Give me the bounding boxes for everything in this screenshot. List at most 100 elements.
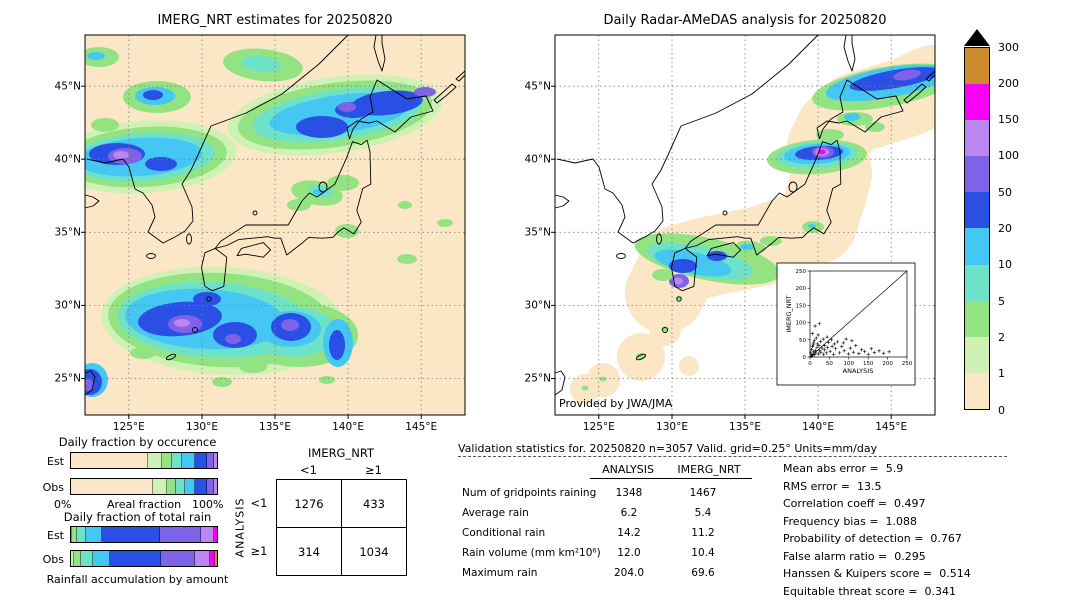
bar-segment [152, 479, 168, 494]
inset-plot-frame [809, 270, 908, 358]
scatter-point [821, 337, 825, 341]
bar-segment [71, 453, 149, 468]
scatter-point [811, 353, 815, 358]
contingency-col-label-ge1: ≥1 [365, 463, 382, 477]
svg-text:0: 0 [803, 355, 807, 361]
colorbar-tick-label: 5 [998, 294, 1005, 308]
contingency-row-label-lt1: <1 [250, 496, 268, 510]
colorbar-tick-label: 2 [998, 330, 1005, 344]
colorbar-tick-label: 1 [998, 367, 1005, 381]
colorbar-tick-label: 20 [998, 222, 1012, 235]
scatter-point [850, 339, 854, 343]
score-row: Frequency bias = 1.088 [783, 513, 971, 531]
bar-segment [76, 527, 86, 542]
scatter-point [817, 321, 822, 326]
scatter-point [813, 348, 818, 353]
score-label: False alarm ratio = [783, 549, 888, 563]
credit-text: Provided by JWA/JMA [559, 397, 673, 410]
totalrain-est-label: Est [47, 529, 64, 542]
lat-tick-label: 45°N [525, 81, 551, 93]
scatter-point [819, 350, 823, 354]
scatter-point [821, 352, 826, 356]
occurrence-obs-label: Obs [42, 481, 64, 494]
score-row: False alarm ratio = 0.295 [783, 548, 971, 566]
right-lon-labels: 125°E 130°E 135°E 140°E 145°E [583, 421, 907, 433]
lat-tick-label: 35°N [55, 227, 81, 239]
scatter-point [848, 346, 853, 350]
bar-segment [167, 479, 177, 494]
bar-segment [171, 453, 182, 468]
score-label: Hanssen & Kuipers score = [783, 567, 933, 581]
svg-text:50: 50 [799, 338, 806, 344]
scatter-point [813, 324, 817, 328]
bar-segment [195, 551, 210, 566]
dashed-divider [458, 456, 1007, 457]
validation-cell: Average rain [462, 507, 529, 519]
scatter-point [822, 348, 827, 352]
scatter-point [810, 331, 815, 336]
occurrence-axis-min: 0% [54, 498, 72, 511]
scatter-point [809, 351, 813, 355]
occurrence-axis-label: Areal fraction [106, 498, 182, 511]
validation-row: Maximum rain 204.0 69.6 [460, 563, 742, 583]
score-value: 13.5 [856, 479, 882, 493]
bar-segment [181, 453, 196, 468]
scatter-point [811, 341, 816, 345]
bar-segment [200, 527, 215, 542]
scatter-point [851, 350, 856, 354]
lat-tick-label: 30°N [55, 300, 81, 312]
scatter-point [818, 339, 823, 344]
occurrence-obs-bar [70, 478, 218, 495]
scatter-point [815, 342, 820, 346]
svg-text:50: 50 [826, 361, 833, 367]
bar-segment [161, 551, 196, 566]
score-label: Mean abs error = [783, 462, 879, 476]
svg-text:200: 200 [796, 286, 807, 292]
bar-segment [206, 453, 215, 468]
scatter-point [820, 346, 824, 350]
lon-tick-label: 145°E [405, 421, 437, 433]
scatter-point [857, 351, 861, 356]
colorbar-segment [965, 264, 989, 301]
bar-segment [214, 479, 217, 494]
inset-diagonal-line [809, 270, 908, 358]
lon-tick-label: 130°E [186, 421, 218, 433]
scatter-point [859, 348, 864, 352]
contingency-col-label-lt1: <1 [300, 463, 317, 477]
bar-segment [176, 479, 185, 494]
validation-cell: 204.0 [613, 567, 645, 579]
svg-text:100: 100 [844, 361, 855, 367]
occurrence-chart-title: Daily fraction by occurence [58, 435, 217, 449]
lat-tick-label: 25°N [55, 373, 81, 385]
colorbar-segment [965, 228, 989, 265]
contingency-col-group: IMERG_NRT [307, 446, 374, 460]
colorbar-segment [965, 192, 989, 229]
scatter-point [816, 333, 820, 337]
scatter-point [872, 350, 877, 355]
validation-cell: 6.2 [620, 507, 638, 519]
right-lat-labels: 45°N 40°N 35°N 30°N 25°N [525, 81, 551, 385]
scatter-point [877, 349, 881, 353]
score-value: 0.767 [930, 532, 962, 546]
inset-tick-marks [807, 270, 908, 360]
svg-text:100: 100 [796, 321, 807, 327]
totalrain-est-bar [70, 526, 218, 543]
score-row: Correlation coeff = 0.497 [783, 495, 971, 513]
bar-segment [101, 527, 161, 542]
scatter-point [828, 349, 832, 354]
colorbar-segment [965, 336, 989, 373]
totalrain-caption: Rainfall accumulation by amount [46, 573, 229, 586]
left-map-title: IMERG_NRT estimates for 20250820 [157, 13, 393, 28]
score-label: Correlation coeff = [783, 497, 887, 511]
occurrence-axis-max: 100% [192, 498, 224, 511]
scatter-point [809, 347, 814, 352]
score-label: Equitable threat score = [783, 584, 918, 598]
colorbar-tick-label: 0 [998, 403, 1005, 417]
colorbar-tick-label: 200 [998, 76, 1019, 90]
colorbar-tick-label: 300 [998, 40, 1019, 54]
validation-title: Validation statistics for. 20250820 n=30… [458, 442, 878, 455]
scatter-point [811, 350, 816, 354]
occurrence-est-bar [70, 452, 218, 469]
left-lon-labels: 125°E 130°E 135°E 140°E 145°E [113, 421, 437, 433]
